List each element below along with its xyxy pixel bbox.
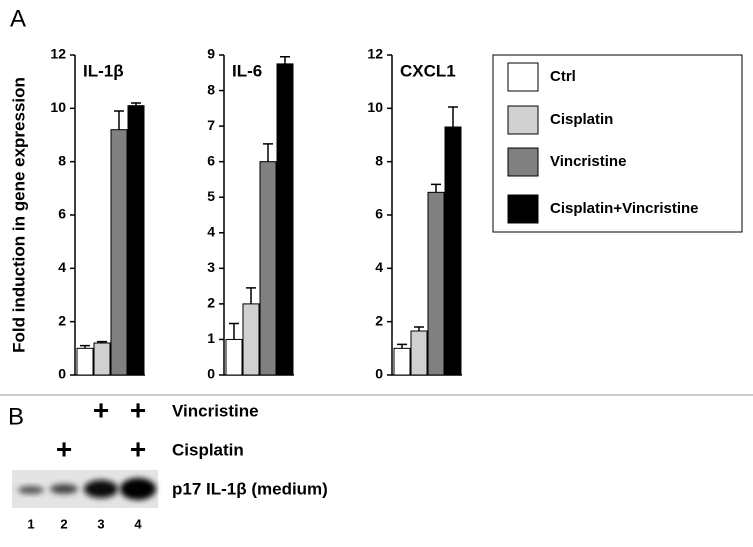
- lane-number: 3: [97, 516, 104, 531]
- panel-label: B: [8, 403, 24, 430]
- blot-band: [50, 484, 78, 494]
- error-bar: [280, 56, 290, 64]
- band-label: p17 IL-1β (medium): [172, 479, 328, 498]
- bar: [276, 63, 294, 376]
- y-tick-label: 6: [375, 206, 383, 222]
- treatment-label: Cisplatin: [172, 440, 244, 459]
- error-bar: [397, 343, 407, 349]
- bar: [76, 347, 94, 376]
- bar: [127, 105, 145, 376]
- y-tick-label: 4: [375, 259, 383, 275]
- y-tick-label: 10: [367, 99, 383, 115]
- legend-swatch: [507, 147, 539, 177]
- y-tick-label: 8: [58, 152, 66, 168]
- bar: [410, 330, 428, 376]
- bar: [242, 303, 260, 376]
- y-tick-label: 7: [207, 117, 215, 133]
- chart-title: CXCL1: [400, 61, 456, 80]
- error-bar: [414, 326, 424, 331]
- y-tick-label: 3: [207, 259, 215, 275]
- error-bar: [431, 183, 441, 193]
- lane-number: 1: [27, 516, 34, 531]
- y-tick-label: 6: [58, 206, 66, 222]
- y-tick-label: 0: [375, 366, 383, 382]
- y-tick-label: 0: [58, 366, 66, 382]
- y-tick-label: 5: [207, 188, 215, 204]
- chart-title: IL-1β: [83, 61, 124, 80]
- chart-title: IL-6: [232, 61, 262, 80]
- y-axis-label: Fold induction in gene expression: [9, 77, 28, 353]
- lane-number: 4: [134, 516, 142, 531]
- treatment-mark: +: [130, 394, 146, 425]
- y-tick-label: 1: [207, 330, 215, 346]
- error-bar: [246, 287, 256, 304]
- bar: [259, 161, 277, 376]
- error-bar: [263, 143, 273, 162]
- legend-label: Cisplatin+Vincristine: [550, 200, 699, 217]
- treatment-label: Vincristine: [172, 401, 259, 420]
- y-tick-label: 2: [375, 312, 383, 328]
- panel-label: A: [10, 5, 26, 32]
- bar: [225, 338, 243, 376]
- legend-label: Ctrl: [550, 68, 576, 85]
- bar: [93, 342, 111, 376]
- bar: [427, 191, 445, 376]
- error-bar: [131, 102, 141, 106]
- legend-swatch: [507, 105, 539, 135]
- treatment-mark: +: [130, 433, 146, 464]
- y-tick-label: 2: [207, 295, 215, 311]
- lane-number: 2: [60, 516, 67, 531]
- y-tick-label: 12: [367, 46, 383, 62]
- y-tick-label: 0: [207, 366, 215, 382]
- error-bar: [114, 110, 124, 130]
- error-bar: [80, 344, 90, 349]
- treatment-mark: +: [56, 433, 72, 464]
- error-bar: [229, 322, 239, 340]
- y-tick-label: 6: [207, 152, 215, 168]
- legend-box: [492, 54, 743, 233]
- y-tick-label: 8: [207, 81, 215, 97]
- legend-label: Vincristine: [550, 153, 626, 170]
- legend-label: Cisplatin: [550, 111, 613, 128]
- y-tick-label: 2: [58, 312, 66, 328]
- y-tick-label: 8: [375, 152, 383, 168]
- error-bar: [448, 106, 458, 127]
- y-tick-label: 10: [50, 99, 66, 115]
- bar: [110, 129, 128, 376]
- bar: [393, 347, 411, 376]
- blot-band: [18, 486, 44, 494]
- blot-band: [84, 480, 118, 498]
- y-tick-label: 12: [50, 46, 66, 62]
- treatment-mark: +: [93, 394, 109, 425]
- legend-swatch: [507, 194, 539, 224]
- legend-swatch: [507, 62, 539, 92]
- y-tick-label: 4: [207, 223, 215, 239]
- error-bar: [97, 340, 107, 343]
- bar: [444, 126, 462, 376]
- blot-band: [120, 478, 156, 500]
- y-tick-label: 9: [207, 46, 215, 62]
- y-tick-label: 4: [58, 259, 66, 275]
